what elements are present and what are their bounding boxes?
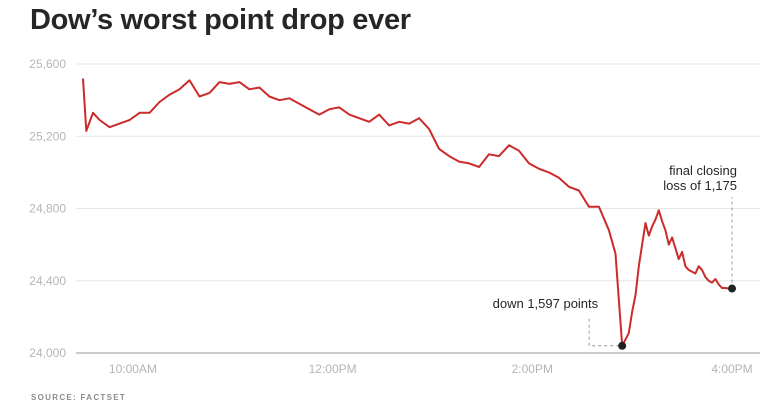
x-axis-tick-labels: 10:00AM 12:00PM 2:00PM 4:00PM (109, 362, 753, 376)
y-tick-label: 24,800 (29, 202, 66, 216)
y-tick-label: 24,000 (29, 346, 66, 360)
series-line (82, 78, 732, 347)
source-note: SOURCE: FACTSET (31, 393, 127, 402)
y-tick-label: 25,200 (29, 129, 66, 143)
y-tick-label: 25,600 (29, 57, 66, 71)
x-tick-label: 4:00PM (711, 362, 752, 376)
gridlines (76, 63, 760, 354)
close-point-marker (728, 284, 736, 293)
x-tick-label: 10:00AM (109, 362, 157, 376)
x-tick-label: 12:00PM (309, 362, 357, 376)
chart-title: Dow’s worst point drop ever (30, 4, 411, 36)
low-point-marker (618, 341, 627, 350)
series-layer (82, 78, 732, 347)
x-tick-label: 2:00PM (512, 362, 553, 376)
annotation-close-label-line1: final closing (669, 163, 737, 178)
annotation-close-label-line2: loss of 1,175 (663, 178, 737, 193)
annotation-low-label: down 1,597 points (493, 296, 599, 311)
y-axis-tick-labels: 24,000 24,400 24,800 25,200 25,600 (29, 57, 66, 360)
y-tick-label: 24,400 (29, 274, 66, 288)
annotation-leader-low (588, 317, 620, 347)
